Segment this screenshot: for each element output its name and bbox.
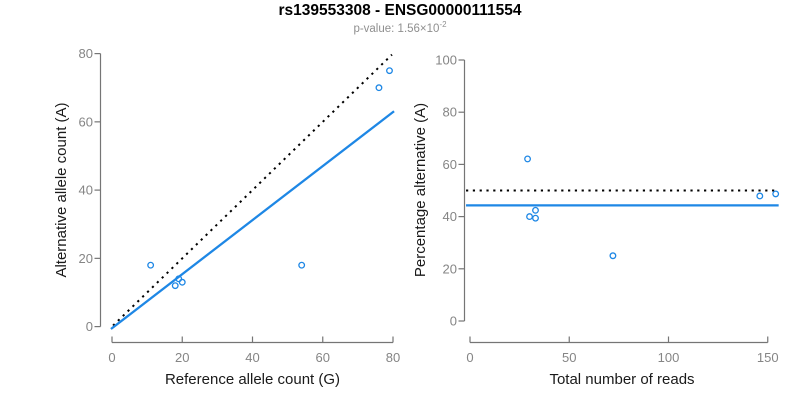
data-point: [524, 155, 532, 163]
data-point: [609, 252, 617, 260]
y-tick-label: 0: [86, 319, 93, 334]
data-point: [175, 275, 183, 283]
x-tick-label: 20: [175, 350, 189, 365]
plot-allele-counts: 0 20 40 60 80 0 20 40 60 80 Reference allele count…: [53, 46, 400, 388]
y-axis-title: Alternative allele count (A): [53, 102, 70, 277]
y-tick-label: 80: [443, 105, 457, 120]
fitted-ratio-line: [110, 110, 395, 330]
x-tick-label: 150: [757, 350, 779, 365]
y-axis-title: Percentage alternative (A): [412, 103, 429, 277]
data-point: [526, 213, 533, 221]
x-tick-label: 100: [658, 350, 680, 365]
y-tick-label: 20: [443, 261, 457, 276]
y-tick-label: 80: [79, 46, 93, 61]
x-tick-label: 0: [466, 350, 473, 365]
y-tick-label: 60: [443, 157, 457, 172]
x-axis-title: Total number of reads: [549, 371, 694, 388]
data-point: [147, 261, 155, 269]
data-point: [772, 190, 780, 198]
plot-percentage-alternative: 0 20 40 60 80 100 0 50 100 150 Total number of rea…: [412, 53, 780, 388]
y-tick-label: 100: [435, 53, 457, 68]
x-axis-title: Reference allele count (G): [165, 371, 340, 388]
expected-balance-line: [112, 53, 393, 327]
chart-subtitle: p-value: 1.56×10-2: [0, 20, 800, 35]
y-tick-label: 40: [79, 183, 93, 198]
y-tick-label: 20: [79, 251, 93, 266]
data-point: [756, 192, 764, 200]
y-tick-label: 0: [450, 314, 457, 329]
x-tick-label: 40: [245, 350, 259, 365]
data-point: [532, 206, 539, 214]
p-value-text: p-value: 1.56×10: [353, 22, 440, 35]
data-point: [298, 261, 306, 269]
x-tick-label: 60: [316, 350, 330, 365]
y-tick-label: 60: [79, 114, 93, 129]
x-tick-label: 0: [108, 350, 115, 365]
y-tick-label: 40: [443, 209, 457, 224]
chart-title: rs139553308 - ENSG00000111554: [278, 2, 522, 19]
x-tick-label: 80: [386, 350, 400, 365]
data-point: [375, 84, 383, 92]
x-tick-label: 50: [562, 350, 576, 365]
data-point: [171, 282, 179, 290]
data-point: [532, 214, 539, 222]
p-value-exponent: -2: [439, 20, 447, 29]
data-point: [178, 278, 186, 286]
data-point: [386, 67, 393, 75]
